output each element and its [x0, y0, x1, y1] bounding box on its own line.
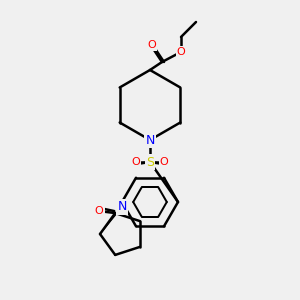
Text: O: O	[177, 47, 185, 57]
Text: O: O	[160, 157, 168, 167]
Text: N: N	[145, 134, 155, 146]
Text: O: O	[132, 157, 140, 167]
Text: O: O	[95, 206, 103, 216]
Text: O: O	[148, 40, 156, 50]
Text: N: N	[117, 200, 127, 214]
Text: S: S	[146, 155, 154, 169]
